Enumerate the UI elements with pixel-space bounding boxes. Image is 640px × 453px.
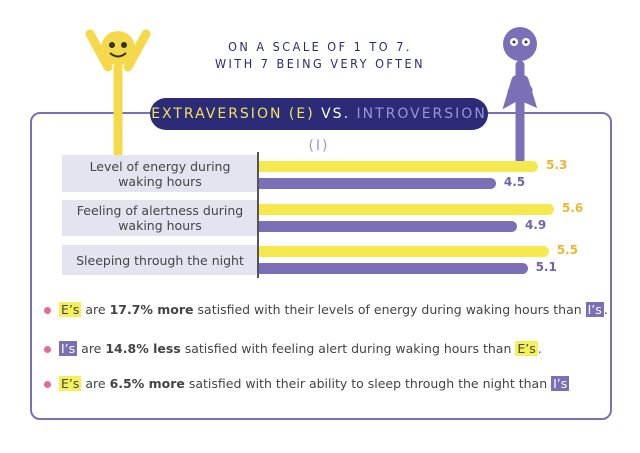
note-text: satisfied with their levels of energy du…	[193, 302, 586, 317]
note-text: are	[81, 302, 110, 317]
category-label-line: Feeling of alertness during	[76, 203, 244, 218]
category-label-line: Level of energy during	[89, 158, 231, 174]
note-punct: .	[603, 302, 608, 317]
title-vs: VS.	[321, 106, 351, 122]
data-label: 5.5	[556, 243, 578, 257]
note-text: are	[81, 376, 110, 391]
extravert-bar	[258, 161, 539, 172]
group-tag: I’s	[59, 341, 78, 356]
category-label: Feeling of alertness during waking hours	[62, 200, 258, 236]
group-tag: E’s	[515, 341, 538, 356]
group-tag: E’s	[59, 376, 82, 391]
bullet-icon	[44, 381, 51, 388]
subtitle-line: ON A SCALE OF 1 TO 7.	[228, 39, 412, 54]
introvert-bar	[258, 178, 496, 189]
introvert-character-icon	[502, 27, 538, 165]
bullet-icon	[44, 307, 51, 314]
category-label: Sleeping through the night	[62, 245, 258, 275]
note-percent: 14.8% less	[105, 341, 181, 356]
data-label: 5.1	[535, 260, 557, 274]
title-introversion: INTROVERSION (I)	[308, 106, 487, 154]
introvert-bar	[258, 263, 528, 274]
note-percent: 6.5% more	[109, 376, 185, 391]
category-label-line: waking hours	[118, 218, 202, 233]
extravert-character-icon	[85, 29, 151, 167]
group-tag: E’s	[59, 302, 82, 317]
chart-title: EXTRAVERSION (E) VS. INTROVERSION (I)	[150, 98, 488, 154]
bullet-icon	[44, 346, 51, 353]
scale-subtitle: ON A SCALE OF 1 TO 7. WITH 7 BEING VERY …	[160, 38, 480, 72]
extravert-bar	[258, 204, 554, 215]
data-label: 4.5	[503, 175, 526, 189]
data-label: 4.9	[525, 218, 547, 232]
introvert-bar	[258, 221, 517, 232]
note-punct: .	[537, 341, 542, 356]
category-label-line: waking hours	[118, 173, 202, 189]
group-tag: I’s	[585, 302, 604, 317]
note-item: I’s are 14.8% less satisfied with feelin…	[44, 341, 542, 356]
note-percent: 17.7% more	[109, 302, 194, 317]
extravert-bar	[258, 246, 549, 257]
note-text: satisfied with their ability to sleep th…	[184, 376, 552, 391]
note-text: satisfied with feeling alert during waki…	[180, 341, 516, 356]
note-text: are	[77, 341, 106, 356]
y-axis-line	[257, 152, 259, 278]
category-label-line: Sleeping through the night	[76, 252, 244, 268]
subtitle-line: WITH 7 BEING VERY OFTEN	[214, 56, 426, 71]
group-tag: I’s	[551, 376, 570, 391]
data-label: 5.6	[562, 201, 584, 215]
title-extraversion: EXTRAVERSION (E)	[151, 106, 315, 122]
category-label: Level of energy during waking hours	[62, 155, 258, 192]
note-item: E’s are 6.5% more satisfied with their a…	[44, 376, 570, 391]
data-label: 5.3	[546, 158, 568, 172]
note-item: E’s are 17.7% more satisfied with their …	[44, 302, 608, 317]
